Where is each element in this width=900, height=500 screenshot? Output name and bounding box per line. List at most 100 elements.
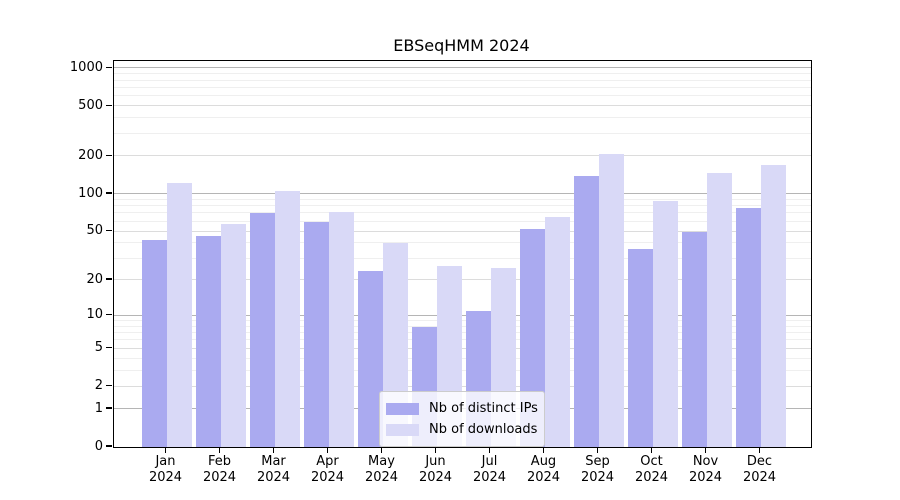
minor-gridline [114,370,811,372]
minor-gridline [114,339,811,341]
minor-gridline [114,117,811,119]
y-tick-mark [106,445,112,447]
y-tick-mark [106,104,112,106]
x-tick-label: Mar 2024 [256,454,291,485]
major-gridline [114,347,811,349]
legend-label-ips: Nb of distinct IPs [429,401,538,416]
bar-downloads [274,191,300,447]
x-tick-mark [596,447,599,453]
minor-gridline [114,242,811,244]
bar-distinct-ips [195,235,221,447]
x-tick-mark [758,447,761,453]
x-tick-label: Apr 2024 [310,454,345,485]
minor-gridline [114,198,811,200]
y-tick-mark [106,192,112,194]
x-tick-label: Jan 2024 [148,454,183,485]
chart-title: EBSeqHMM 2024 [393,36,530,55]
y-tick-mark [106,385,112,387]
bar-downloads [760,164,786,447]
major-gridline [114,279,811,281]
y-tick-mark [106,347,112,349]
minor-gridline [114,257,811,259]
bar-distinct-ips [141,239,167,447]
y-tick-label: 1000 [69,59,103,75]
major-gridline [114,314,811,316]
bar-downloads [166,183,192,447]
y-tick-mark [106,66,112,69]
minor-gridline [114,205,811,207]
y-tick-mark [106,313,112,316]
minor-gridline [114,86,811,88]
bar-distinct-ips [249,213,275,447]
minor-gridline [114,332,811,334]
bar-downloads [544,217,570,447]
x-tick-label: May 2024 [364,454,399,485]
bar-downloads [652,201,678,447]
bar-downloads [220,223,246,447]
y-tick-label: 200 [78,147,103,163]
minor-gridline [114,79,811,81]
bar-downloads [598,153,624,447]
x-tick-label: Sep 2024 [580,454,615,485]
bar-downloads [328,211,354,447]
x-tick-mark [650,447,653,453]
major-gridline [114,193,811,195]
x-tick-label: Aug 2024 [526,454,561,485]
x-tick-mark [218,447,221,453]
bar-distinct-ips [627,249,653,447]
x-tick-mark [704,447,707,453]
x-tick-mark [326,447,329,453]
plot-inner: Nb of distinct IPs Nb of downloads [114,61,811,447]
y-tick-label: 0 [94,438,103,454]
x-tick-mark [272,447,275,453]
x-tick-mark [488,447,491,453]
minor-gridline [114,95,811,97]
major-gridline [114,67,811,69]
y-tick-label: 50 [86,223,103,238]
minor-gridline [114,319,811,321]
y-tick-mark [106,154,112,157]
x-tick-mark [380,447,383,453]
bar-distinct-ips [357,270,383,447]
bar-distinct-ips [735,208,761,447]
x-tick-label: Nov 2024 [688,454,723,485]
legend: Nb of distinct IPs Nb of downloads [379,391,545,447]
x-tick-mark [164,447,167,453]
x-tick-label: Feb 2024 [202,454,237,485]
y-tick-label: 10 [86,307,103,323]
minor-gridline [114,357,811,359]
major-gridline [114,155,811,157]
minor-gridline [114,212,811,214]
legend-row-downloads: Nb of downloads [386,419,538,440]
plot-area: Nb of distinct IPs Nb of downloads [113,60,812,448]
downloads-swatch-icon [386,423,419,436]
ips-swatch-icon [386,402,419,415]
legend-row-ips: Nb of distinct IPs [386,398,538,419]
bar-distinct-ips [303,221,329,447]
x-tick-label: Oct 2024 [634,454,669,485]
x-tick-label: Jul 2024 [472,454,507,485]
bar-distinct-ips [573,175,599,447]
legend-label-downloads: Nb of downloads [429,422,538,437]
major-gridline [114,230,811,232]
y-tick-label: 500 [78,97,103,113]
minor-gridline [114,220,811,222]
y-tick-label: 2 [94,378,103,394]
y-tick-mark [106,407,112,409]
y-tick-label: 5 [94,340,103,356]
x-tick-label: Dec 2024 [742,454,777,485]
y-tick-label: 1 [94,400,103,416]
y-tick-label: 20 [86,271,103,287]
minor-gridline [114,325,811,327]
bar-downloads [706,173,732,447]
y-tick-mark [106,278,112,280]
minor-gridline [114,133,811,135]
y-tick-mark [106,229,112,232]
bar-distinct-ips [681,231,707,447]
major-gridline [114,385,811,387]
y-tick-label: 100 [78,185,103,201]
minor-gridline [114,73,811,75]
x-tick-mark [434,447,437,453]
x-tick-mark [542,447,545,453]
